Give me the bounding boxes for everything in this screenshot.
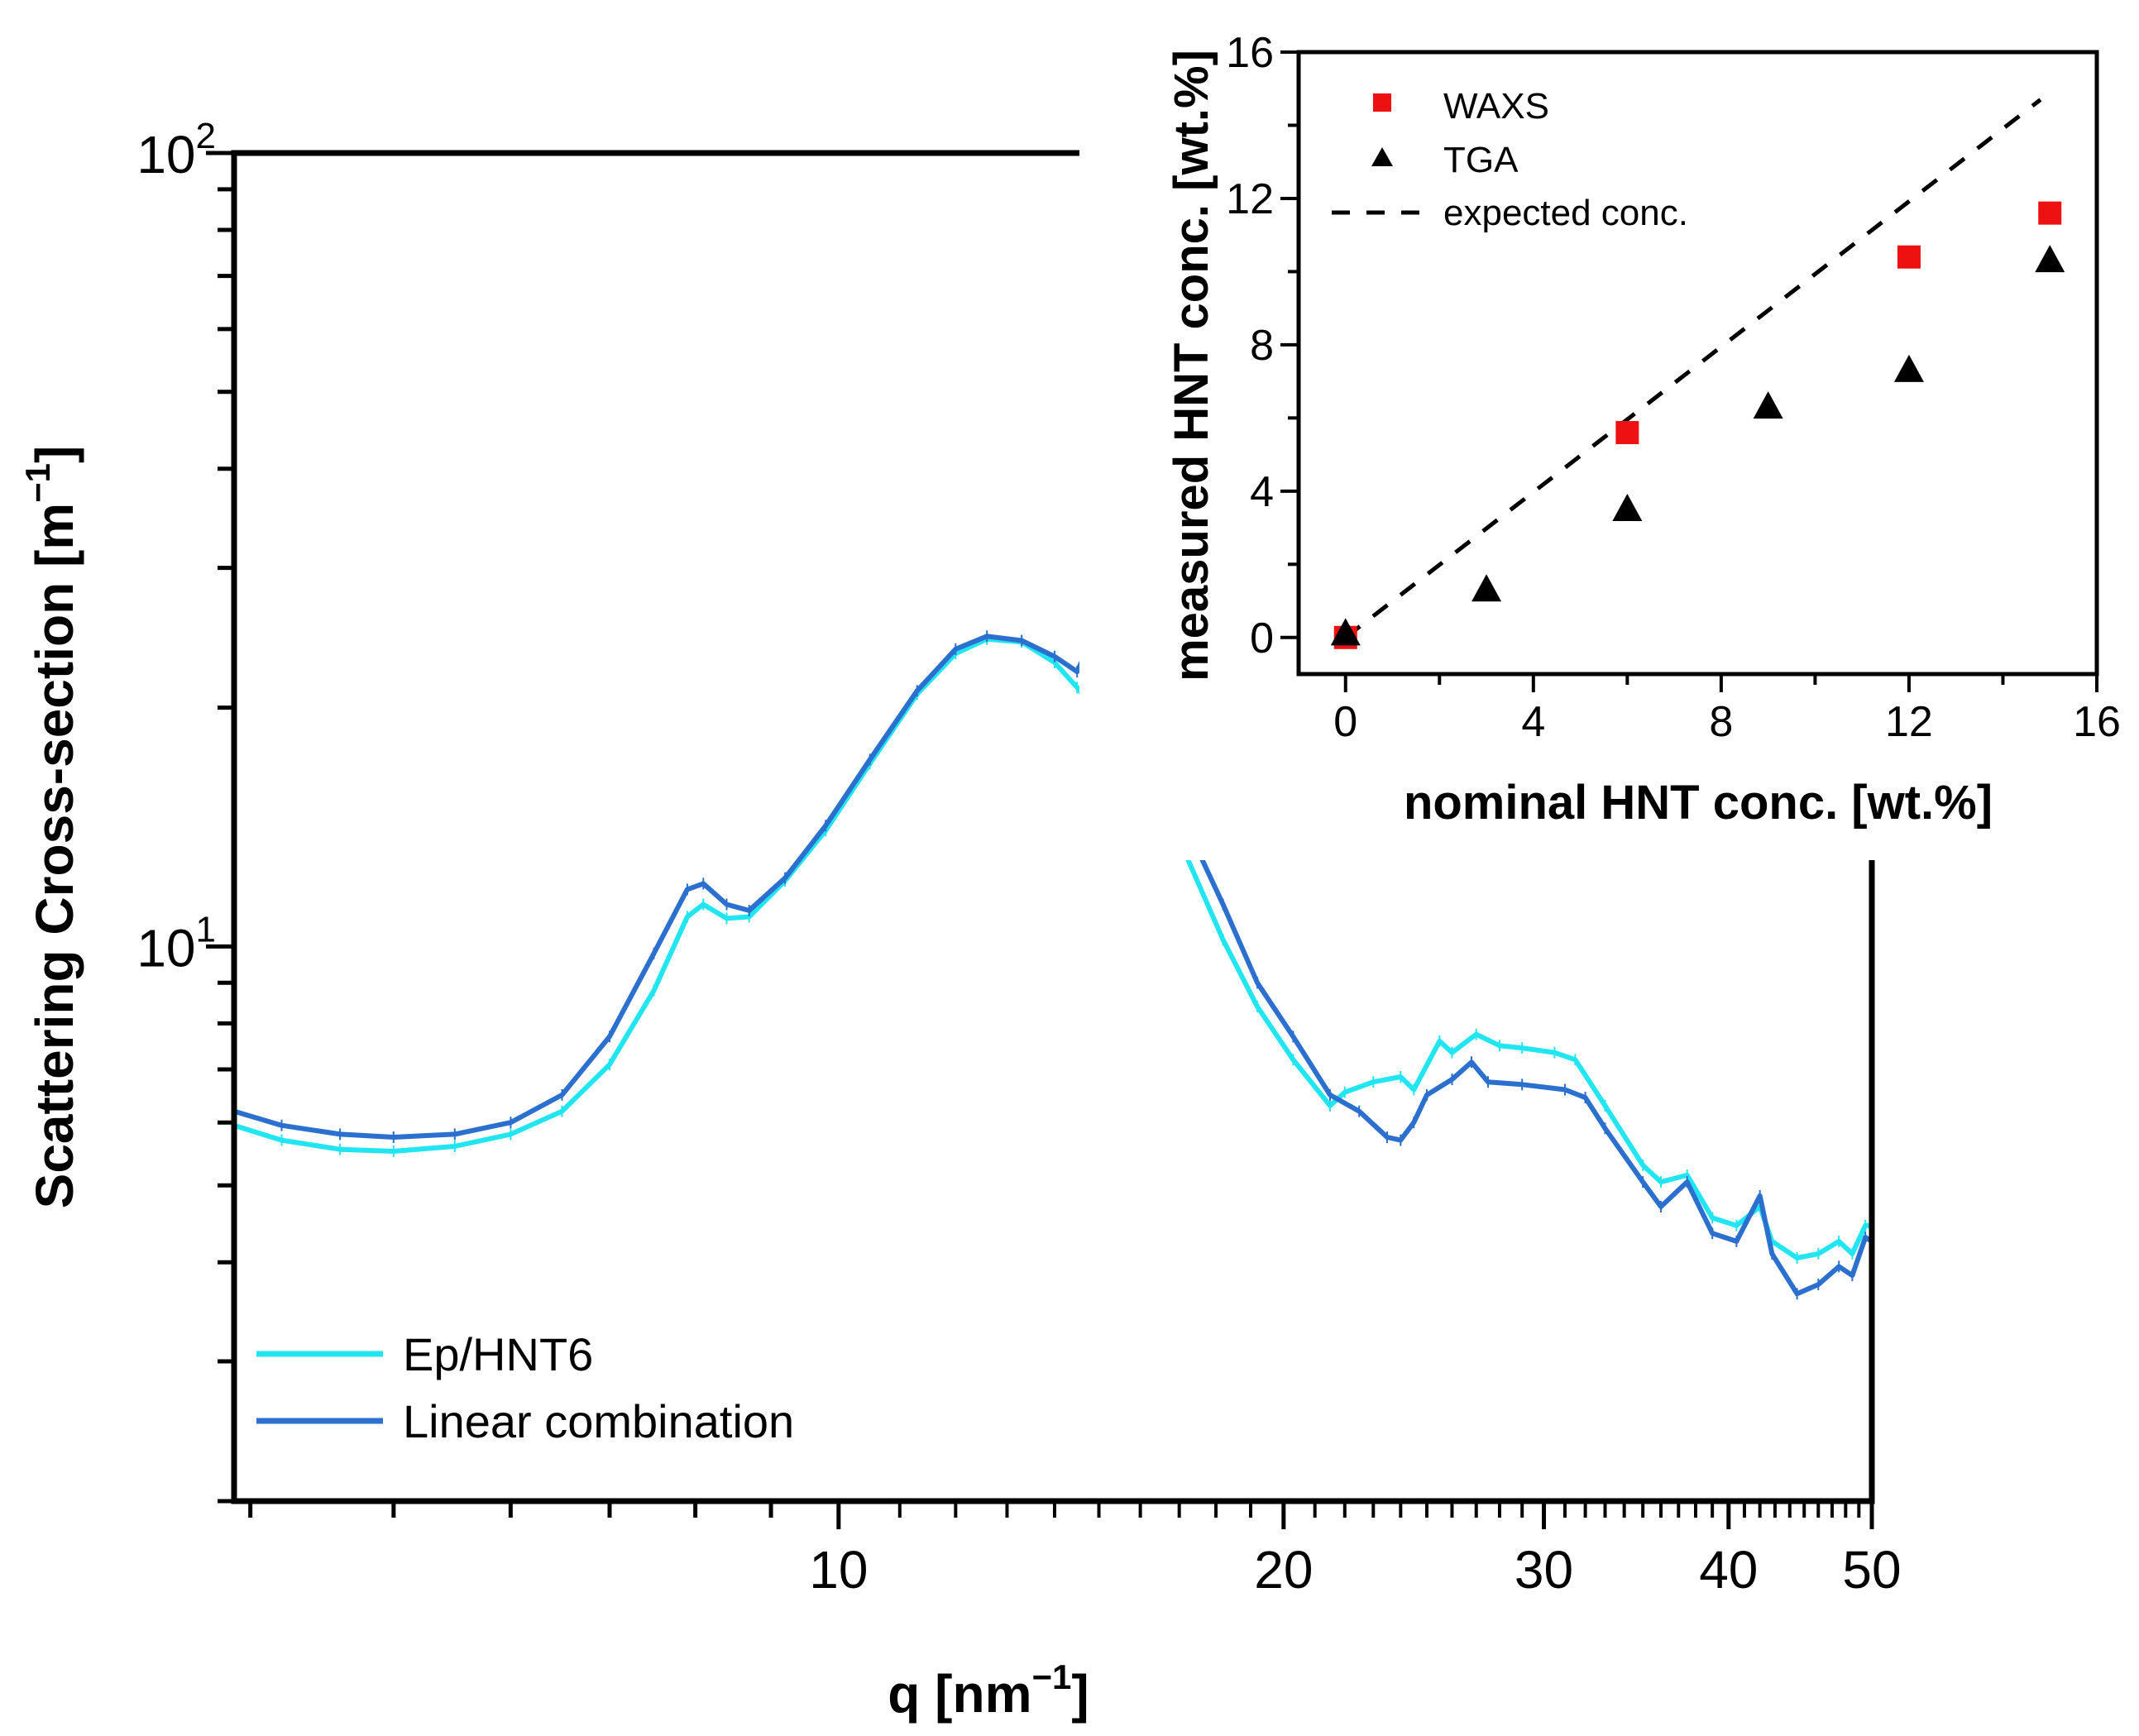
- x-tick-label-50: 50: [1842, 1540, 1901, 1600]
- inset-plot-area: [1330, 98, 2065, 649]
- x-tick-label-10: 10: [809, 1540, 868, 1600]
- inset-y-ticks: 0 4 8 12 16: [1226, 29, 1299, 662]
- main-x-axis-title-end: ]: [1071, 1664, 1089, 1724]
- main-plot-area: [233, 628, 1873, 1300]
- marker-waxs: [1615, 421, 1639, 445]
- marker-waxs: [1897, 245, 1921, 269]
- legend-marker-tga: [1371, 147, 1393, 166]
- marker-tga: [1753, 391, 1783, 419]
- inset-x-axis-title: nominal HNT conc. [wt.%]: [1404, 776, 1993, 830]
- inset-y-tick-label-16: 16: [1226, 29, 1274, 77]
- main-legend: Ep/HNT6 Linear combination: [256, 1328, 794, 1447]
- y-tick-label-10: 101: [136, 909, 216, 978]
- main-x-axis-title: q [nm−1]: [888, 1657, 1089, 1724]
- main-y-axis-title-sup: −1: [18, 463, 57, 503]
- y-tick-exponent: 2: [196, 116, 216, 156]
- inset-x-ticks: 0 4 8 12 16: [1333, 674, 2121, 746]
- x-tick-label-40: 40: [1699, 1540, 1758, 1600]
- y-tick-exponent: 1: [196, 909, 216, 949]
- inset-x-tick-label-16: 16: [2073, 698, 2121, 746]
- legend-label-linear-combination: Linear combination: [403, 1395, 794, 1447]
- x-tick-label-20: 20: [1254, 1540, 1313, 1600]
- series-line-ep-hnt6: [233, 636, 1872, 1260]
- main-series-group: [233, 628, 1873, 1300]
- inset-x-tick-label-0: 0: [1333, 698, 1357, 746]
- inset-chart: 0 4 8 12 16 0 4 8 12 16 nominal HNT conc. [wt.%]…: [1079, 17, 2139, 860]
- main-y-axis-title-end: ]: [25, 446, 84, 463]
- series-line-expected-conc: [1344, 98, 2042, 639]
- legend-label-waxs: WAXS: [1443, 86, 1549, 127]
- marker-tga: [2035, 245, 2065, 273]
- inset-x-tick-label-8: 8: [1709, 698, 1733, 746]
- inset-background: [1079, 17, 2139, 860]
- x-tick-label-30: 30: [1515, 1540, 1573, 1600]
- inset-y-tick-label-0: 0: [1250, 615, 1274, 662]
- marker-tga: [1471, 574, 1502, 602]
- marker-tga: [1612, 493, 1643, 521]
- legend-marker-waxs: [1373, 93, 1391, 112]
- legend-label-tga: TGA: [1443, 140, 1519, 180]
- legend-label-expected-conc: expected conc.: [1443, 193, 1688, 233]
- inset-x-tick-label-4: 4: [1521, 698, 1545, 746]
- y-tick-label-100: 102: [136, 116, 216, 184]
- main-y-axis-title-main: Scattering Cross-section [m: [25, 503, 84, 1209]
- marker-tga: [1330, 618, 1361, 646]
- inset-y-axis-title: measured HNT conc. [wt.%]: [1165, 50, 1218, 681]
- y-tick-base: 10: [136, 125, 195, 184]
- inset-y-tick-label-8: 8: [1250, 322, 1274, 370]
- main-y-axis-title: Scattering Cross-section [m−1]: [18, 446, 84, 1209]
- marker-tga: [1893, 354, 1924, 382]
- marker-waxs: [2038, 201, 2062, 225]
- inset-legend: WAXS TGA expected conc.: [1332, 86, 1688, 233]
- inset-x-tick-label-12: 12: [1885, 698, 1933, 746]
- y-tick-base: 10: [136, 918, 195, 978]
- main-x-axis-title-sup: −1: [1031, 1657, 1071, 1696]
- inset-plot-frame: [1296, 50, 2099, 677]
- inset-y-tick-label-12: 12: [1226, 175, 1274, 223]
- inset-y-tick-label-4: 4: [1250, 468, 1274, 516]
- main-x-ticks: 10 20 30 40 50: [248, 1501, 1902, 1600]
- main-x-axis-title-main: q [nm: [888, 1664, 1031, 1724]
- legend-label-ep-hnt6: Ep/HNT6: [403, 1328, 593, 1380]
